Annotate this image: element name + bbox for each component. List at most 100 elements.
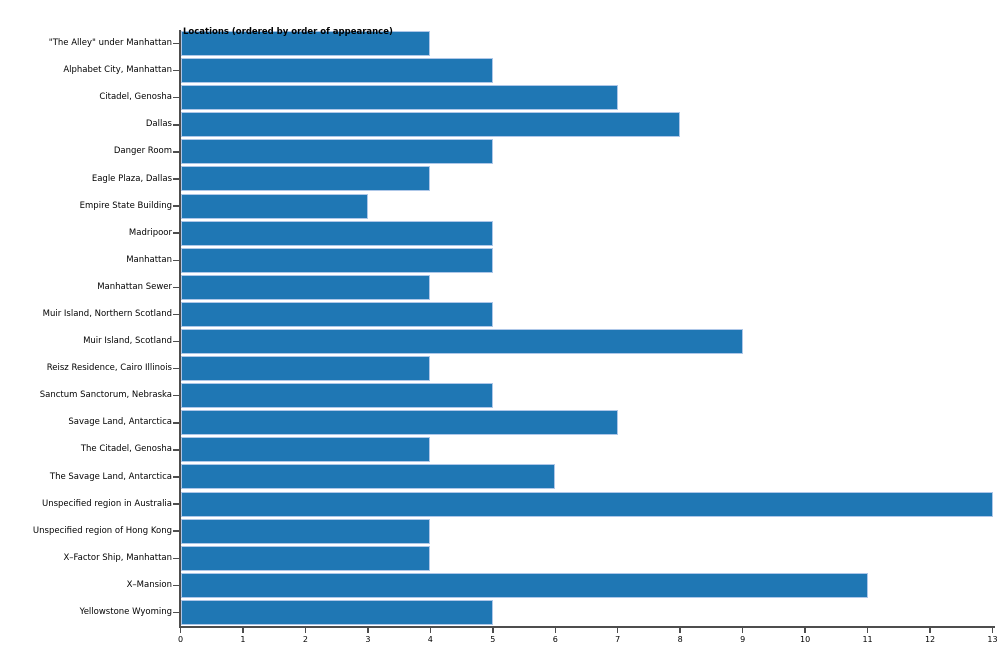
x-tick-label: 9 — [740, 635, 746, 644]
category-label: Unspecified region in Australia — [41, 498, 172, 509]
category-label: Empire State Building — [79, 200, 172, 211]
category-label: Reisz Residence, Cairo Illinois — [46, 363, 172, 374]
bar — [180, 383, 493, 409]
x-tick-label: 13 — [987, 635, 998, 644]
category-label: Manhattan Sewer — [97, 281, 172, 292]
category-label: Danger Room — [113, 146, 172, 157]
x-tick — [179, 628, 182, 633]
chart-row — [180, 138, 993, 165]
y-tick — [173, 340, 179, 343]
y-tick — [173, 449, 179, 451]
y-tick — [173, 96, 179, 99]
x-tick-label: 6 — [552, 635, 558, 644]
bar — [180, 491, 993, 517]
y-axis-spine — [178, 30, 181, 628]
category-label: X–Factor Ship, Manhattan — [63, 552, 172, 563]
y-tick — [173, 124, 179, 126]
y-tick — [173, 557, 179, 560]
bar — [180, 301, 493, 327]
bar — [180, 139, 493, 165]
x-tick-label: 8 — [677, 635, 683, 644]
plot-area — [180, 30, 993, 626]
chart-row — [180, 57, 993, 84]
chart-row — [180, 463, 993, 490]
x-tick — [804, 628, 806, 633]
category-label: "The Alley" under Manhattan — [48, 38, 172, 49]
chart-row — [180, 165, 993, 192]
chart-row — [180, 599, 993, 626]
x-tick-label: 10 — [800, 635, 811, 644]
y-tick — [173, 286, 179, 289]
y-tick — [173, 422, 179, 424]
bar — [180, 166, 431, 192]
category-label: Muir Island, Northern Scotland — [42, 308, 172, 319]
chart-row — [180, 193, 993, 220]
category-label: Dallas — [145, 119, 172, 130]
category-label: Sanctum Sanctorum, Nebraska — [39, 390, 172, 401]
chart-row — [180, 491, 993, 518]
bar — [180, 464, 556, 490]
chart-row — [180, 436, 993, 463]
y-tick — [173, 367, 179, 370]
bar — [180, 31, 431, 57]
chart-title: Locations (ordered by order of appearanc… — [183, 27, 393, 37]
bar — [180, 437, 431, 463]
category-label: The Citadel, Genosha — [80, 444, 172, 455]
chart-row — [180, 382, 993, 409]
y-tick — [173, 178, 179, 180]
category-label: Manhattan — [126, 254, 172, 265]
x-tick-label: 3 — [365, 635, 371, 644]
x-tick — [242, 628, 244, 633]
bar — [180, 518, 431, 544]
x-tick — [304, 628, 307, 633]
y-tick — [173, 530, 179, 532]
x-tick — [367, 628, 369, 633]
bar — [180, 356, 431, 382]
y-tick — [173, 205, 179, 207]
bar — [180, 545, 431, 571]
chart-row — [180, 355, 993, 382]
bar — [180, 410, 618, 436]
bar — [180, 220, 493, 246]
category-label: Eagle Plaza, Dallas — [91, 173, 172, 184]
category-label: Citadel, Genosha — [99, 92, 172, 103]
x-tick — [929, 628, 931, 633]
y-tick — [173, 232, 179, 234]
chart-row — [180, 84, 993, 111]
x-tick — [554, 628, 557, 633]
y-tick — [173, 42, 179, 45]
x-tick-label: 5 — [490, 635, 496, 644]
chart-row — [180, 111, 993, 138]
y-axis-labels: "The Alley" under Manhattan Alphabet City… — [0, 30, 172, 626]
bar — [180, 193, 368, 219]
chart-row — [180, 220, 993, 247]
x-tick-label: 11 — [862, 635, 873, 644]
x-tick — [866, 628, 869, 633]
bar — [180, 329, 743, 355]
chart-row — [180, 301, 993, 328]
category-label: Unspecified region of Hong Kong — [32, 525, 172, 536]
bar — [180, 572, 868, 598]
x-tick-label: 1 — [240, 635, 246, 644]
y-tick — [173, 584, 179, 587]
chart-row — [180, 545, 993, 572]
x-tick — [679, 628, 681, 633]
y-tick — [173, 259, 179, 262]
category-label: The Savage Land, Antarctica — [49, 471, 172, 482]
x-tick-label: 12 — [924, 635, 936, 644]
y-tick — [173, 611, 179, 614]
chart-row — [180, 274, 993, 301]
x-tick-label: 7 — [615, 635, 621, 644]
chart-row — [180, 328, 993, 355]
chart-row — [180, 247, 993, 274]
x-tick — [741, 628, 744, 633]
category-label: Muir Island, Scotland — [83, 336, 172, 347]
category-label: X–Mansion — [126, 579, 172, 590]
bar — [180, 599, 493, 625]
x-tick — [492, 628, 494, 633]
bar — [180, 247, 493, 273]
category-label: Savage Land, Antarctica — [68, 417, 172, 428]
y-tick — [173, 313, 179, 316]
bar — [180, 274, 431, 300]
y-tick — [173, 503, 179, 505]
